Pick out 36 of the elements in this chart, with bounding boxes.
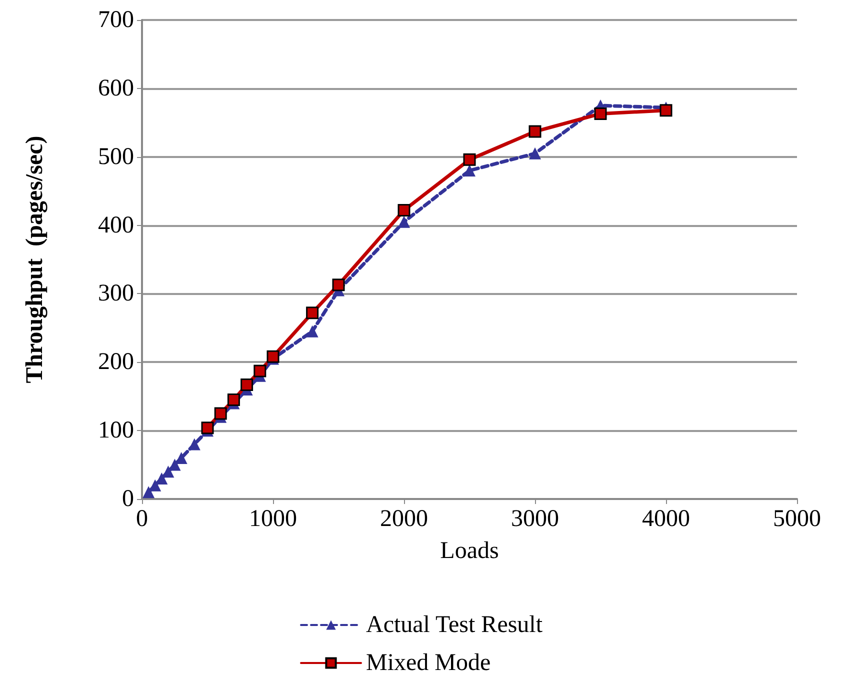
point bbox=[240, 378, 254, 391]
x-tick-label: 1000 bbox=[249, 506, 297, 532]
point bbox=[254, 364, 266, 378]
point bbox=[660, 104, 672, 117]
point bbox=[142, 486, 155, 498]
y-tick-label: 0 bbox=[122, 486, 134, 512]
x-tick-label: 4000 bbox=[642, 506, 690, 532]
point bbox=[398, 204, 410, 216]
point bbox=[594, 107, 607, 120]
point bbox=[332, 278, 345, 292]
y-axis-title: Throughput (pages/sec) bbox=[22, 136, 48, 384]
point bbox=[188, 438, 200, 450]
x-tick-label: 5000 bbox=[773, 506, 821, 532]
x-tick-label: 3000 bbox=[511, 506, 559, 532]
y-tick-label: 100 bbox=[98, 418, 134, 444]
point bbox=[463, 153, 476, 166]
point bbox=[306, 325, 318, 338]
point bbox=[398, 216, 410, 228]
y-tick-label: 700 bbox=[98, 7, 134, 33]
point bbox=[529, 147, 541, 160]
point bbox=[201, 422, 214, 434]
x-tick-label: 2000 bbox=[380, 506, 428, 532]
y-tick-label: 200 bbox=[98, 349, 134, 376]
point bbox=[528, 125, 542, 138]
point bbox=[214, 407, 227, 420]
point bbox=[464, 164, 476, 177]
point bbox=[227, 394, 240, 406]
y-tick-label: 500 bbox=[98, 144, 134, 170]
y-tick-label: 600 bbox=[98, 75, 134, 102]
y-tick-label: 400 bbox=[98, 212, 134, 238]
y-tick-label: 300 bbox=[98, 280, 134, 307]
point bbox=[306, 306, 319, 320]
legend-label: Mixed Mode bbox=[366, 650, 491, 676]
x-axis-title: Loads bbox=[440, 538, 499, 564]
legend-label: Actual Test Result bbox=[366, 612, 543, 638]
point bbox=[266, 350, 280, 363]
